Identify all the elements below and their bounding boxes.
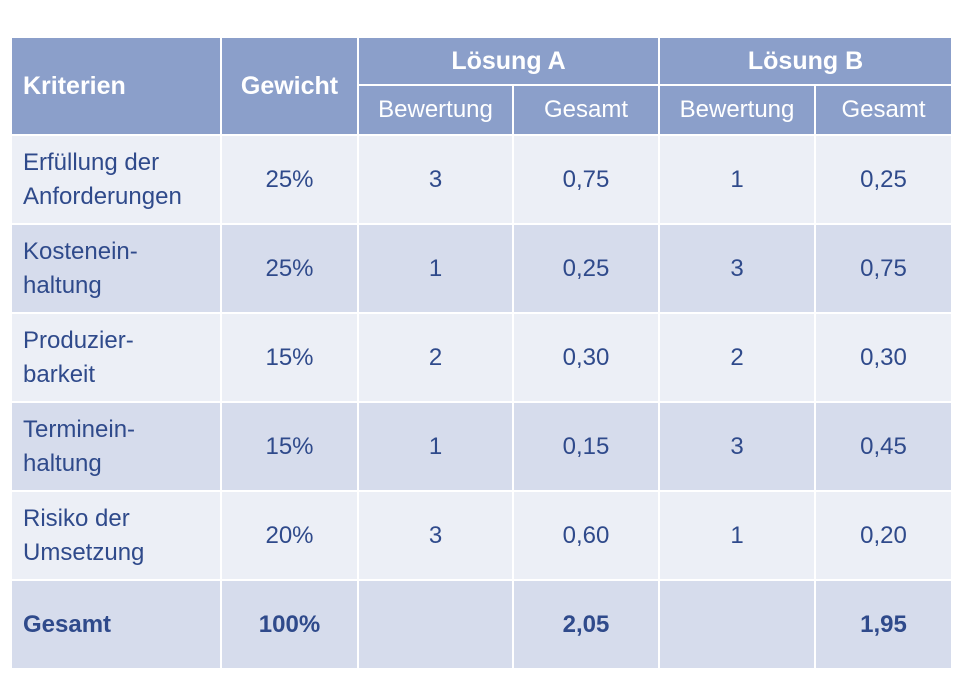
criterion-cell: Terminein-haltung xyxy=(10,401,222,492)
table-row: Terminein-haltung 15% 1 0,15 3 0,45 xyxy=(10,401,954,492)
criterion-line1: Risiko der xyxy=(23,504,130,532)
criterion-line1: Terminein- xyxy=(23,415,136,443)
header-row-top: Kriterien Gewicht Lösung A Lösung B xyxy=(10,36,954,136)
weight-cell: 15% xyxy=(220,312,359,403)
a-rating-cell: 3 xyxy=(357,490,514,581)
b-total-cell: 0,45 xyxy=(813,401,954,492)
total-row: Gesamt 100% 2,05 1,95 xyxy=(10,579,954,670)
table-row: Produzier-barkeit 15% 2 0,30 2 0,30 xyxy=(10,312,954,403)
header-solution-b: Lösung B xyxy=(657,36,954,86)
weight-cell: 20% xyxy=(220,490,359,581)
header-solution-a: Lösung A xyxy=(357,36,660,86)
header-criteria: Kriterien xyxy=(10,36,222,136)
total-a-rating-cell xyxy=(357,579,514,670)
criterion-line2: Umsetzung xyxy=(23,538,145,566)
header-b-total: Gesamt xyxy=(813,84,954,136)
b-rating-cell: 3 xyxy=(658,223,816,314)
header-weight: Gewicht xyxy=(220,36,359,136)
criterion-line1: Erfüllung der xyxy=(23,148,160,176)
header-a-total: Gesamt xyxy=(512,84,660,136)
a-rating-cell: 2 xyxy=(357,312,514,403)
total-a-total-cell: 2,05 xyxy=(512,579,660,670)
criterion-line1: Kostenein- xyxy=(23,237,138,265)
criterion-line1: Produzier- xyxy=(23,326,134,354)
b-rating-cell: 3 xyxy=(658,401,816,492)
criterion-cell: Erfüllung der Anforderungen xyxy=(10,134,222,225)
b-total-cell: 0,25 xyxy=(813,134,954,225)
a-rating-cell: 3 xyxy=(357,134,514,225)
total-b-rating-cell xyxy=(658,579,816,670)
b-rating-cell: 2 xyxy=(658,312,816,403)
b-total-cell: 0,20 xyxy=(813,490,954,581)
a-total-cell: 0,60 xyxy=(512,490,660,581)
table-row: Kostenein-haltung 25% 1 0,25 3 0,75 xyxy=(10,223,954,314)
a-rating-cell: 1 xyxy=(357,401,514,492)
criterion-line2: barkeit xyxy=(23,360,96,388)
criterion-line2: Anforderungen xyxy=(23,182,182,210)
table-row: Erfüllung der Anforderungen 25% 3 0,75 1 … xyxy=(10,134,954,225)
b-total-cell: 0,75 xyxy=(813,223,954,314)
a-rating-cell: 1 xyxy=(357,223,514,314)
b-rating-cell: 1 xyxy=(658,490,816,581)
total-weight-cell: 100% xyxy=(220,579,359,670)
a-total-cell: 0,30 xyxy=(512,312,660,403)
table-row: Risiko der Umsetzung 20% 3 0,60 1 0,20 xyxy=(10,490,954,581)
b-total-cell: 0,30 xyxy=(813,312,954,403)
weight-cell: 25% xyxy=(220,134,359,225)
header-row-sub: Bewertung Gesamt Bewertung Gesamt xyxy=(11,84,954,136)
total-label-cell: Gesamt xyxy=(10,579,222,670)
evaluation-table: Kriterien Gewicht Lösung A Lösung B Bewe… xyxy=(10,36,954,670)
total-b-total-cell: 1,95 xyxy=(813,579,954,670)
criterion-cell: Kostenein-haltung xyxy=(10,223,222,314)
weight-cell: 25% xyxy=(220,223,359,314)
b-rating-cell: 1 xyxy=(658,134,816,225)
criterion-line2: haltung xyxy=(23,271,102,299)
a-total-cell: 0,15 xyxy=(512,401,660,492)
criterion-line2: haltung xyxy=(23,449,102,477)
weight-cell: 15% xyxy=(220,401,359,492)
header-a-rating: Bewertung xyxy=(357,84,514,136)
criterion-cell: Produzier-barkeit xyxy=(10,312,222,403)
a-total-cell: 0,25 xyxy=(512,223,660,314)
a-total-cell: 0,75 xyxy=(512,134,660,225)
criterion-cell: Risiko der Umsetzung xyxy=(10,490,222,581)
header-b-rating: Bewertung xyxy=(658,84,816,136)
